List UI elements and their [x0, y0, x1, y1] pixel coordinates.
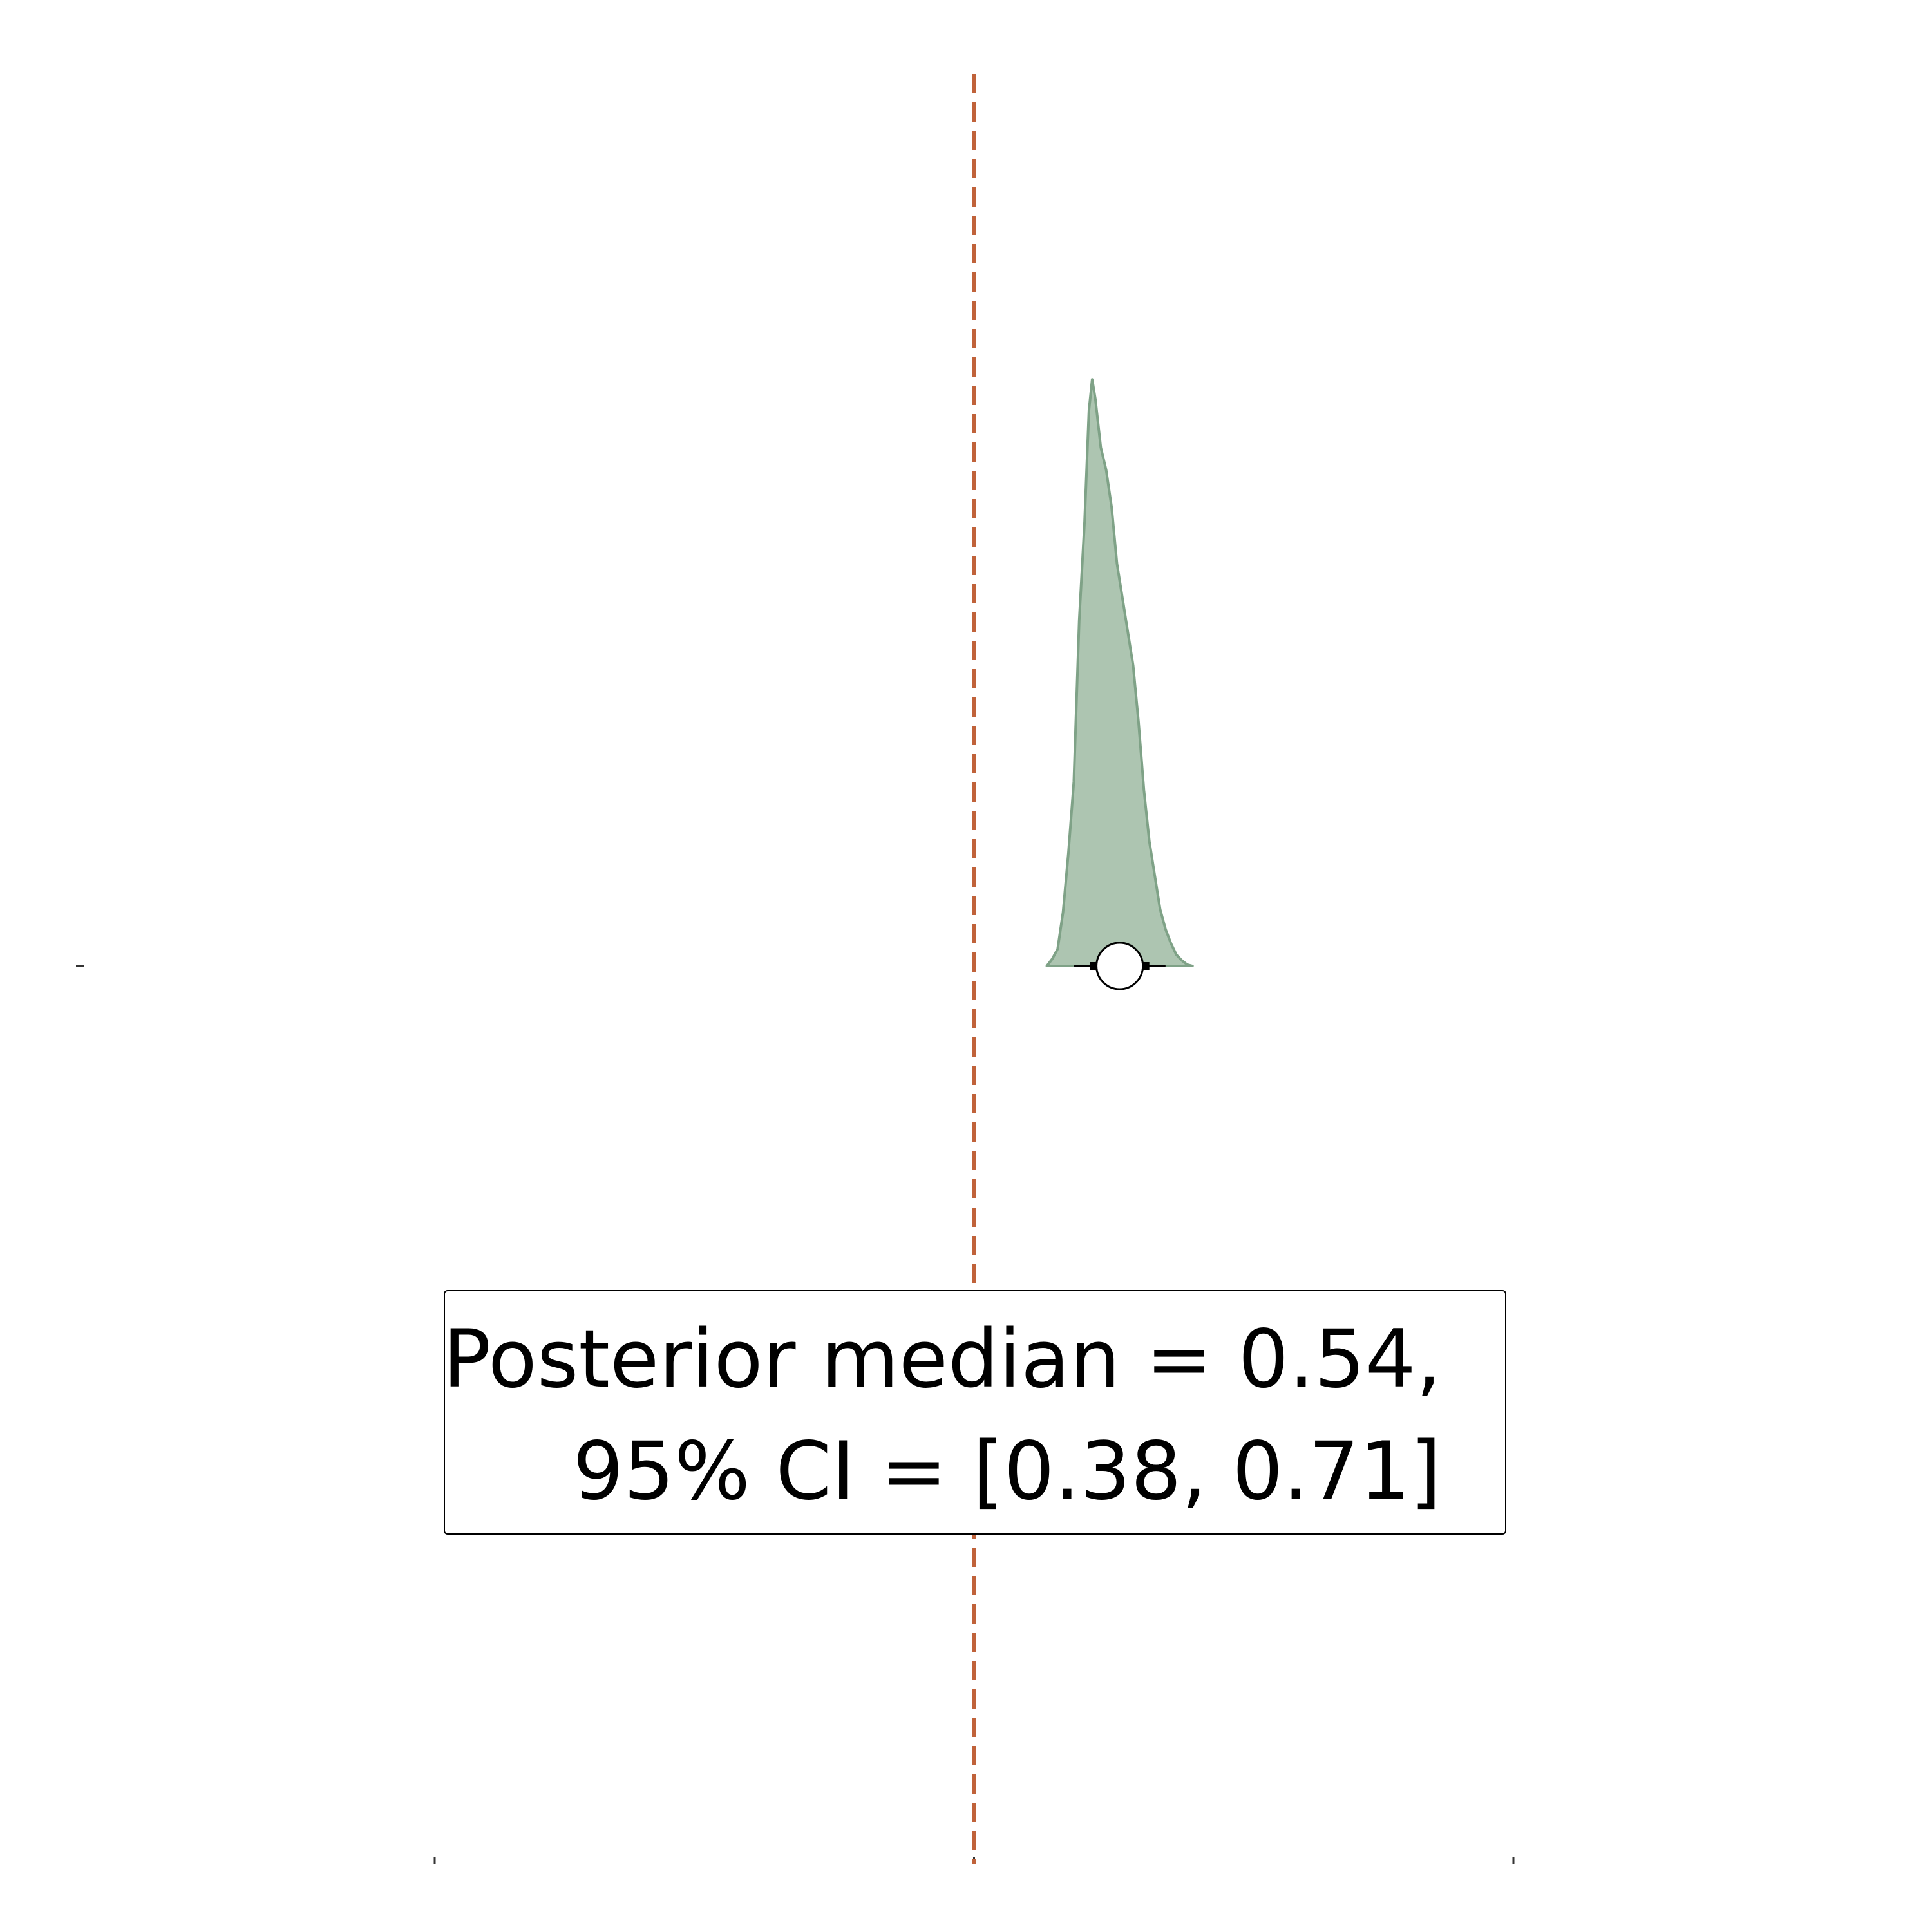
annotation-frame — [444, 1290, 1506, 1535]
distribution-group — [1045, 378, 1194, 967]
annotation-line-2: 95% CI = [0.38, 0.71] — [573, 1425, 1441, 1518]
point-estimate-group — [1074, 942, 1166, 990]
annotation-box: Posterior median = 0.54, 95% CI = [0.38,… — [443, 1290, 1506, 1535]
annotation-line-1: Posterior median = 0.54, — [443, 1313, 1441, 1406]
density-curve — [1045, 378, 1194, 967]
median-marker — [1095, 942, 1144, 990]
